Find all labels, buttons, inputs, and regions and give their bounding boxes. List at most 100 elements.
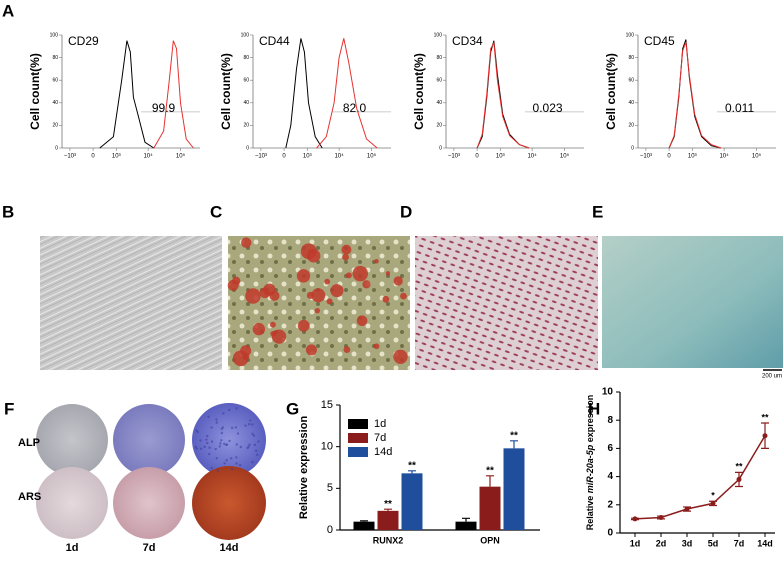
stain-dot bbox=[247, 422, 251, 426]
bar bbox=[503, 448, 525, 530]
legend-label: 14d bbox=[374, 446, 392, 458]
point bbox=[736, 476, 742, 482]
stain-spot bbox=[374, 259, 379, 264]
stain-dot bbox=[210, 466, 214, 470]
y-axis-label: Relative expression bbox=[298, 416, 310, 520]
point bbox=[684, 506, 690, 512]
x-tick-label: OPN bbox=[480, 535, 500, 545]
stain-dot bbox=[235, 407, 238, 410]
stain-dot bbox=[219, 442, 222, 445]
point bbox=[710, 500, 716, 506]
x-tick-label: 0 bbox=[91, 154, 95, 160]
stain-spot bbox=[341, 244, 352, 255]
stain-dot bbox=[199, 439, 202, 442]
legend-label: 7d bbox=[374, 432, 386, 444]
stain-spot bbox=[352, 265, 369, 282]
legend-label: 1d bbox=[374, 418, 386, 430]
stain-dot bbox=[234, 426, 238, 429]
stain-spot bbox=[263, 283, 276, 296]
x-tick-label: 10³ bbox=[112, 154, 121, 160]
stain-dot bbox=[244, 424, 247, 427]
stain-dot bbox=[252, 434, 256, 437]
significance: ** bbox=[408, 460, 416, 471]
stain-dot bbox=[251, 460, 254, 464]
panel-label: F bbox=[4, 399, 14, 418]
stain-dot bbox=[238, 464, 242, 467]
stain-spot bbox=[393, 276, 403, 286]
stain-dot bbox=[220, 439, 223, 442]
y-tick-label: 80 bbox=[243, 55, 249, 61]
error-bar bbox=[462, 517, 470, 522]
y-tick-label: 15 bbox=[321, 399, 333, 411]
bar bbox=[479, 486, 501, 530]
x-tick-label: 10⁵ bbox=[176, 153, 186, 160]
stain-spots bbox=[227, 237, 408, 367]
x-tick-label: 10⁵ bbox=[560, 153, 570, 160]
stain-dot bbox=[249, 419, 252, 422]
legend-swatch bbox=[348, 447, 368, 457]
stain-dot bbox=[210, 440, 214, 443]
stain-dot bbox=[215, 418, 218, 421]
x-tick-label: RUNX2 bbox=[373, 535, 404, 545]
error-bar bbox=[360, 520, 368, 522]
stain-dot bbox=[199, 447, 203, 450]
stain-dot bbox=[257, 440, 260, 443]
legend-swatch bbox=[348, 433, 368, 443]
x-tick-label: 1d bbox=[630, 538, 641, 548]
stain-dot bbox=[235, 443, 238, 446]
stain-dot bbox=[215, 421, 218, 424]
plate-well bbox=[36, 467, 108, 539]
y-tick-label: 6 bbox=[607, 443, 613, 454]
x-tick-label: 0 bbox=[667, 154, 671, 160]
y-tick-label: 0 bbox=[327, 524, 333, 536]
stain-spot bbox=[362, 280, 371, 289]
stain-dot bbox=[251, 432, 254, 436]
y-tick-label: 100 bbox=[50, 32, 59, 38]
y-tick-label: 80 bbox=[436, 55, 442, 61]
gate-value: 99.9 bbox=[152, 101, 176, 115]
histogram-curve bbox=[316, 38, 378, 149]
y-axis-label-part: Relative bbox=[585, 493, 595, 530]
gate-value: 82.0 bbox=[343, 101, 367, 115]
stain-spot bbox=[324, 278, 331, 285]
stain-spot bbox=[297, 319, 310, 332]
stain-spot bbox=[306, 249, 321, 263]
x-tick-label: 10⁴ bbox=[719, 153, 729, 160]
y-tick-label: 40 bbox=[243, 100, 249, 106]
stain-spot bbox=[305, 344, 317, 356]
error-bar bbox=[486, 475, 494, 487]
significance: ** bbox=[486, 465, 494, 476]
panel-label: A bbox=[2, 1, 14, 20]
panel-label: B bbox=[2, 202, 14, 221]
col-label: 1d bbox=[66, 542, 79, 554]
x-tick-label: 10⁵ bbox=[367, 153, 377, 160]
stain-dot bbox=[228, 439, 231, 443]
chart-title: CD34 bbox=[452, 34, 483, 48]
x-tick-label: 10⁴ bbox=[527, 153, 537, 160]
micrograph bbox=[40, 236, 222, 370]
y-tick-label: 20 bbox=[436, 123, 442, 129]
stain-dot bbox=[205, 438, 208, 441]
x-tick-label: −10³ bbox=[448, 154, 460, 160]
bar bbox=[455, 521, 477, 530]
stain-dot bbox=[248, 443, 251, 446]
stain-dot bbox=[207, 452, 211, 456]
stain-dot bbox=[225, 459, 228, 462]
panel-label: E bbox=[592, 202, 603, 221]
stain-dot bbox=[215, 457, 218, 460]
x-tick-label: 7d bbox=[734, 538, 745, 548]
x-tick-label: 14d bbox=[757, 538, 773, 548]
x-tick-label: 10⁴ bbox=[143, 153, 153, 160]
stain-spot bbox=[356, 315, 368, 327]
y-tick-label: 100 bbox=[241, 32, 250, 38]
y-tick-label: 10 bbox=[602, 387, 614, 398]
stain-dot bbox=[218, 445, 221, 448]
stain-dot bbox=[216, 469, 220, 472]
stain-dot bbox=[256, 453, 259, 457]
y-tick-label: 0 bbox=[246, 145, 249, 151]
bar bbox=[353, 521, 375, 530]
plate-well bbox=[36, 404, 108, 476]
stain-dot bbox=[206, 434, 209, 438]
y-tick-label: 80 bbox=[52, 55, 58, 61]
point bbox=[762, 433, 768, 439]
